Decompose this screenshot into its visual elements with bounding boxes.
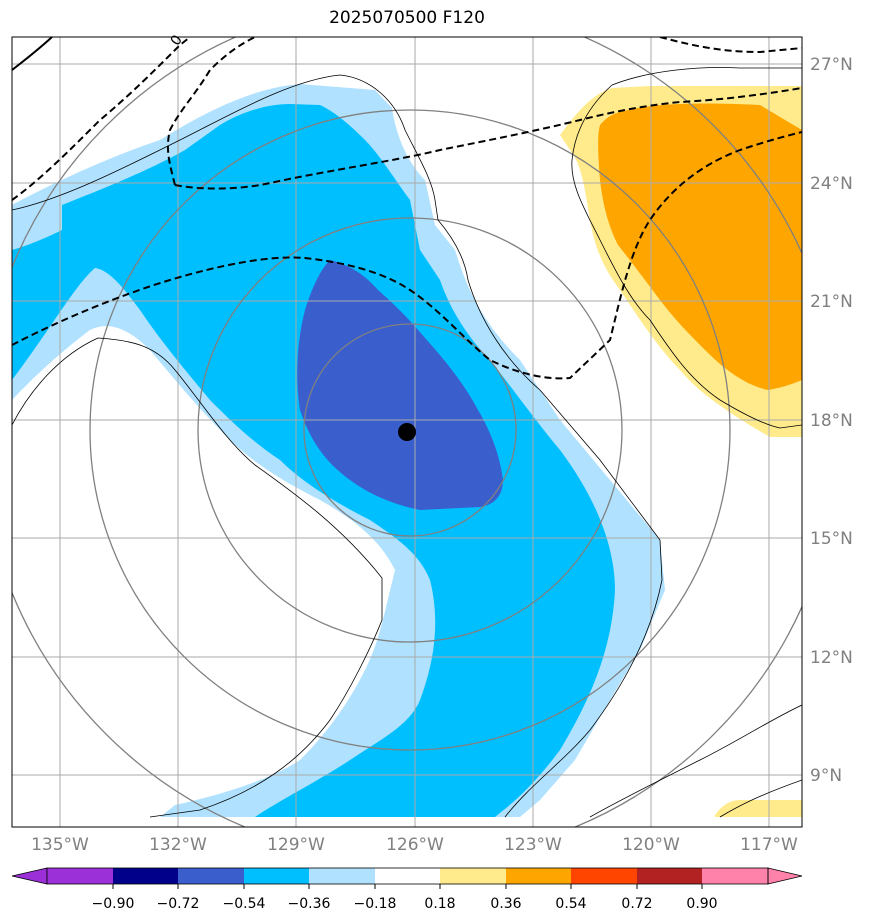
- anomaly-positive-area: [598, 103, 802, 390]
- colorbar-tick-label: −0.72: [157, 896, 200, 912]
- latitude-labels: 27°N 24°N 21°N 18°N 15°N 12°N 9°N: [810, 55, 853, 786]
- lat-label: 9°N: [810, 766, 842, 786]
- colorbar-segment: [702, 868, 768, 884]
- lat-label: 24°N: [810, 174, 853, 194]
- lon-label: 135°W: [31, 835, 89, 855]
- colorbar-tick-label: −0.18: [354, 896, 397, 912]
- colorbar-segment: [309, 868, 375, 884]
- colorbar-tick-label: 0.72: [621, 896, 652, 912]
- colorbar-segment: [178, 868, 244, 884]
- colorbar-segment: [440, 868, 506, 884]
- plot-frame: [11, 36, 803, 828]
- colorbar-tick-label: 0.90: [686, 896, 717, 912]
- colorbar-min-extension: [11, 867, 48, 885]
- map-title: 2025070500 F120: [329, 8, 485, 28]
- anomaly-negative-area: [12, 104, 615, 817]
- colorbar-segment: [637, 868, 702, 884]
- lat-label: 27°N: [810, 55, 853, 75]
- lon-label: 123°W: [504, 835, 562, 855]
- lon-label: 120°W: [622, 835, 680, 855]
- colorbar-max-extension: [767, 867, 803, 885]
- solid-contour: [12, 37, 53, 71]
- colorbar-segment: [375, 868, 440, 884]
- colorbar-segment: [113, 868, 178, 884]
- storm-center-marker: [398, 423, 416, 441]
- colorbar-tick-label: −0.90: [92, 896, 135, 912]
- colorbar-segment: [571, 868, 637, 884]
- lon-label: 132°W: [149, 835, 207, 855]
- lon-label: 126°W: [386, 835, 444, 855]
- map-plot-area: [12, 37, 802, 827]
- lat-label: 12°N: [810, 648, 853, 668]
- colorbar-tick-label: 0.54: [555, 896, 586, 912]
- colorbar: −0.90 −0.72 −0.54 −0.36 −0.18 0.18 0.36 …: [11, 867, 803, 912]
- thin-contours: [12, 67, 802, 818]
- lon-label: 117°W: [740, 835, 798, 855]
- colorbar-segment: [244, 868, 309, 884]
- longitude-labels: 135°W 132°W 129°W 126°W 123°W 120°W 117°…: [31, 835, 798, 855]
- lat-label: 18°N: [810, 411, 853, 431]
- colorbar-segment: [506, 868, 571, 884]
- anomaly-strong-negative-area: [297, 260, 503, 510]
- colorbar-tick-label: −0.54: [223, 896, 266, 912]
- dashed-contours: [12, 37, 802, 380]
- colorbar-segment: [47, 868, 113, 884]
- lat-label: 15°N: [810, 529, 853, 549]
- anomaly-slight-positive-area-south: [715, 800, 802, 817]
- colorbar-tick-label: 0.36: [490, 896, 521, 912]
- lat-label: 21°N: [810, 292, 853, 312]
- lon-label: 129°W: [267, 835, 325, 855]
- colorbar-tick-label: −0.36: [288, 896, 331, 912]
- range-rings: [12, 37, 802, 827]
- colorbar-tick-label: 0.18: [424, 896, 455, 912]
